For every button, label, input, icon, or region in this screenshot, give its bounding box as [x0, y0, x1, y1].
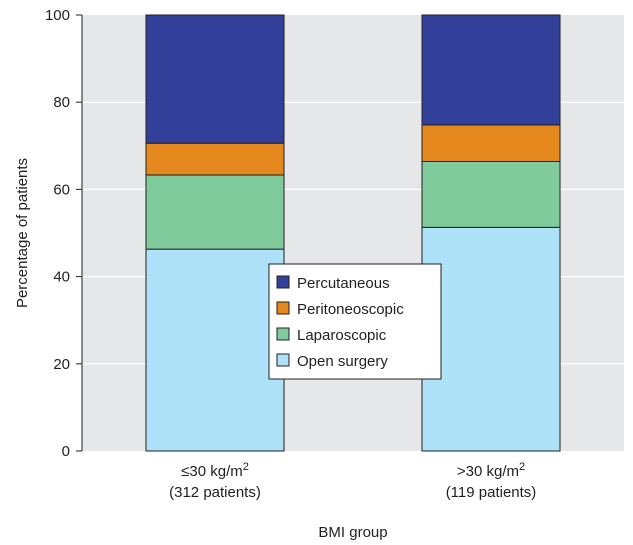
y-axis-title: Percentage of patients [14, 158, 31, 308]
y-tick-label: 100 [45, 7, 70, 24]
x-axis-title: BMI group [318, 524, 387, 541]
bar-segment-laparoscopic [145, 174, 285, 250]
bars [145, 14, 561, 452]
bar-segment-peritoneoscopic [421, 124, 561, 162]
x-axis: ≤30 kg/m2 (312 patients) >30 kg/m2 (119 pat… [169, 461, 536, 501]
bar-segment-percutaneous [145, 14, 285, 144]
x-tick-label: ≤30 kg/m2 [181, 461, 249, 480]
y-tick-label: 60 [53, 181, 70, 198]
x-tick-label: >30 kg/m2 [457, 461, 525, 480]
legend-swatch [276, 353, 290, 367]
bar-segment-laparoscopic [421, 160, 561, 228]
legend-label: Percutaneous [297, 275, 390, 292]
legend-swatch [276, 275, 290, 289]
bar-segment-open-surgery [421, 226, 561, 452]
y-tick-label: 20 [53, 356, 70, 373]
legend-label: Peritoneoscopic [297, 301, 404, 318]
y-tick-label: 80 [53, 94, 70, 111]
legend-label: Laparoscopic [297, 327, 387, 344]
y-tick-label: 0 [62, 443, 70, 460]
bar-segment-percutaneous [421, 14, 561, 126]
x-tick-sublabel: (312 patients) [169, 484, 261, 501]
bar-segment-open-surgery [145, 248, 285, 452]
legend: Percutaneous Peritoneoscopic Laparoscopic O… [268, 263, 442, 380]
y-axis: 0 20 40 60 80 100 [45, 7, 83, 460]
bar-segment-peritoneoscopic [145, 142, 285, 176]
x-tick-sublabel: (119 patients) [446, 484, 537, 501]
legend-swatch [276, 301, 290, 315]
legend-box [268, 263, 442, 380]
y-tick-label: 40 [53, 269, 70, 286]
legend-swatch [276, 327, 290, 341]
legend-label: Open surgery [297, 353, 388, 370]
